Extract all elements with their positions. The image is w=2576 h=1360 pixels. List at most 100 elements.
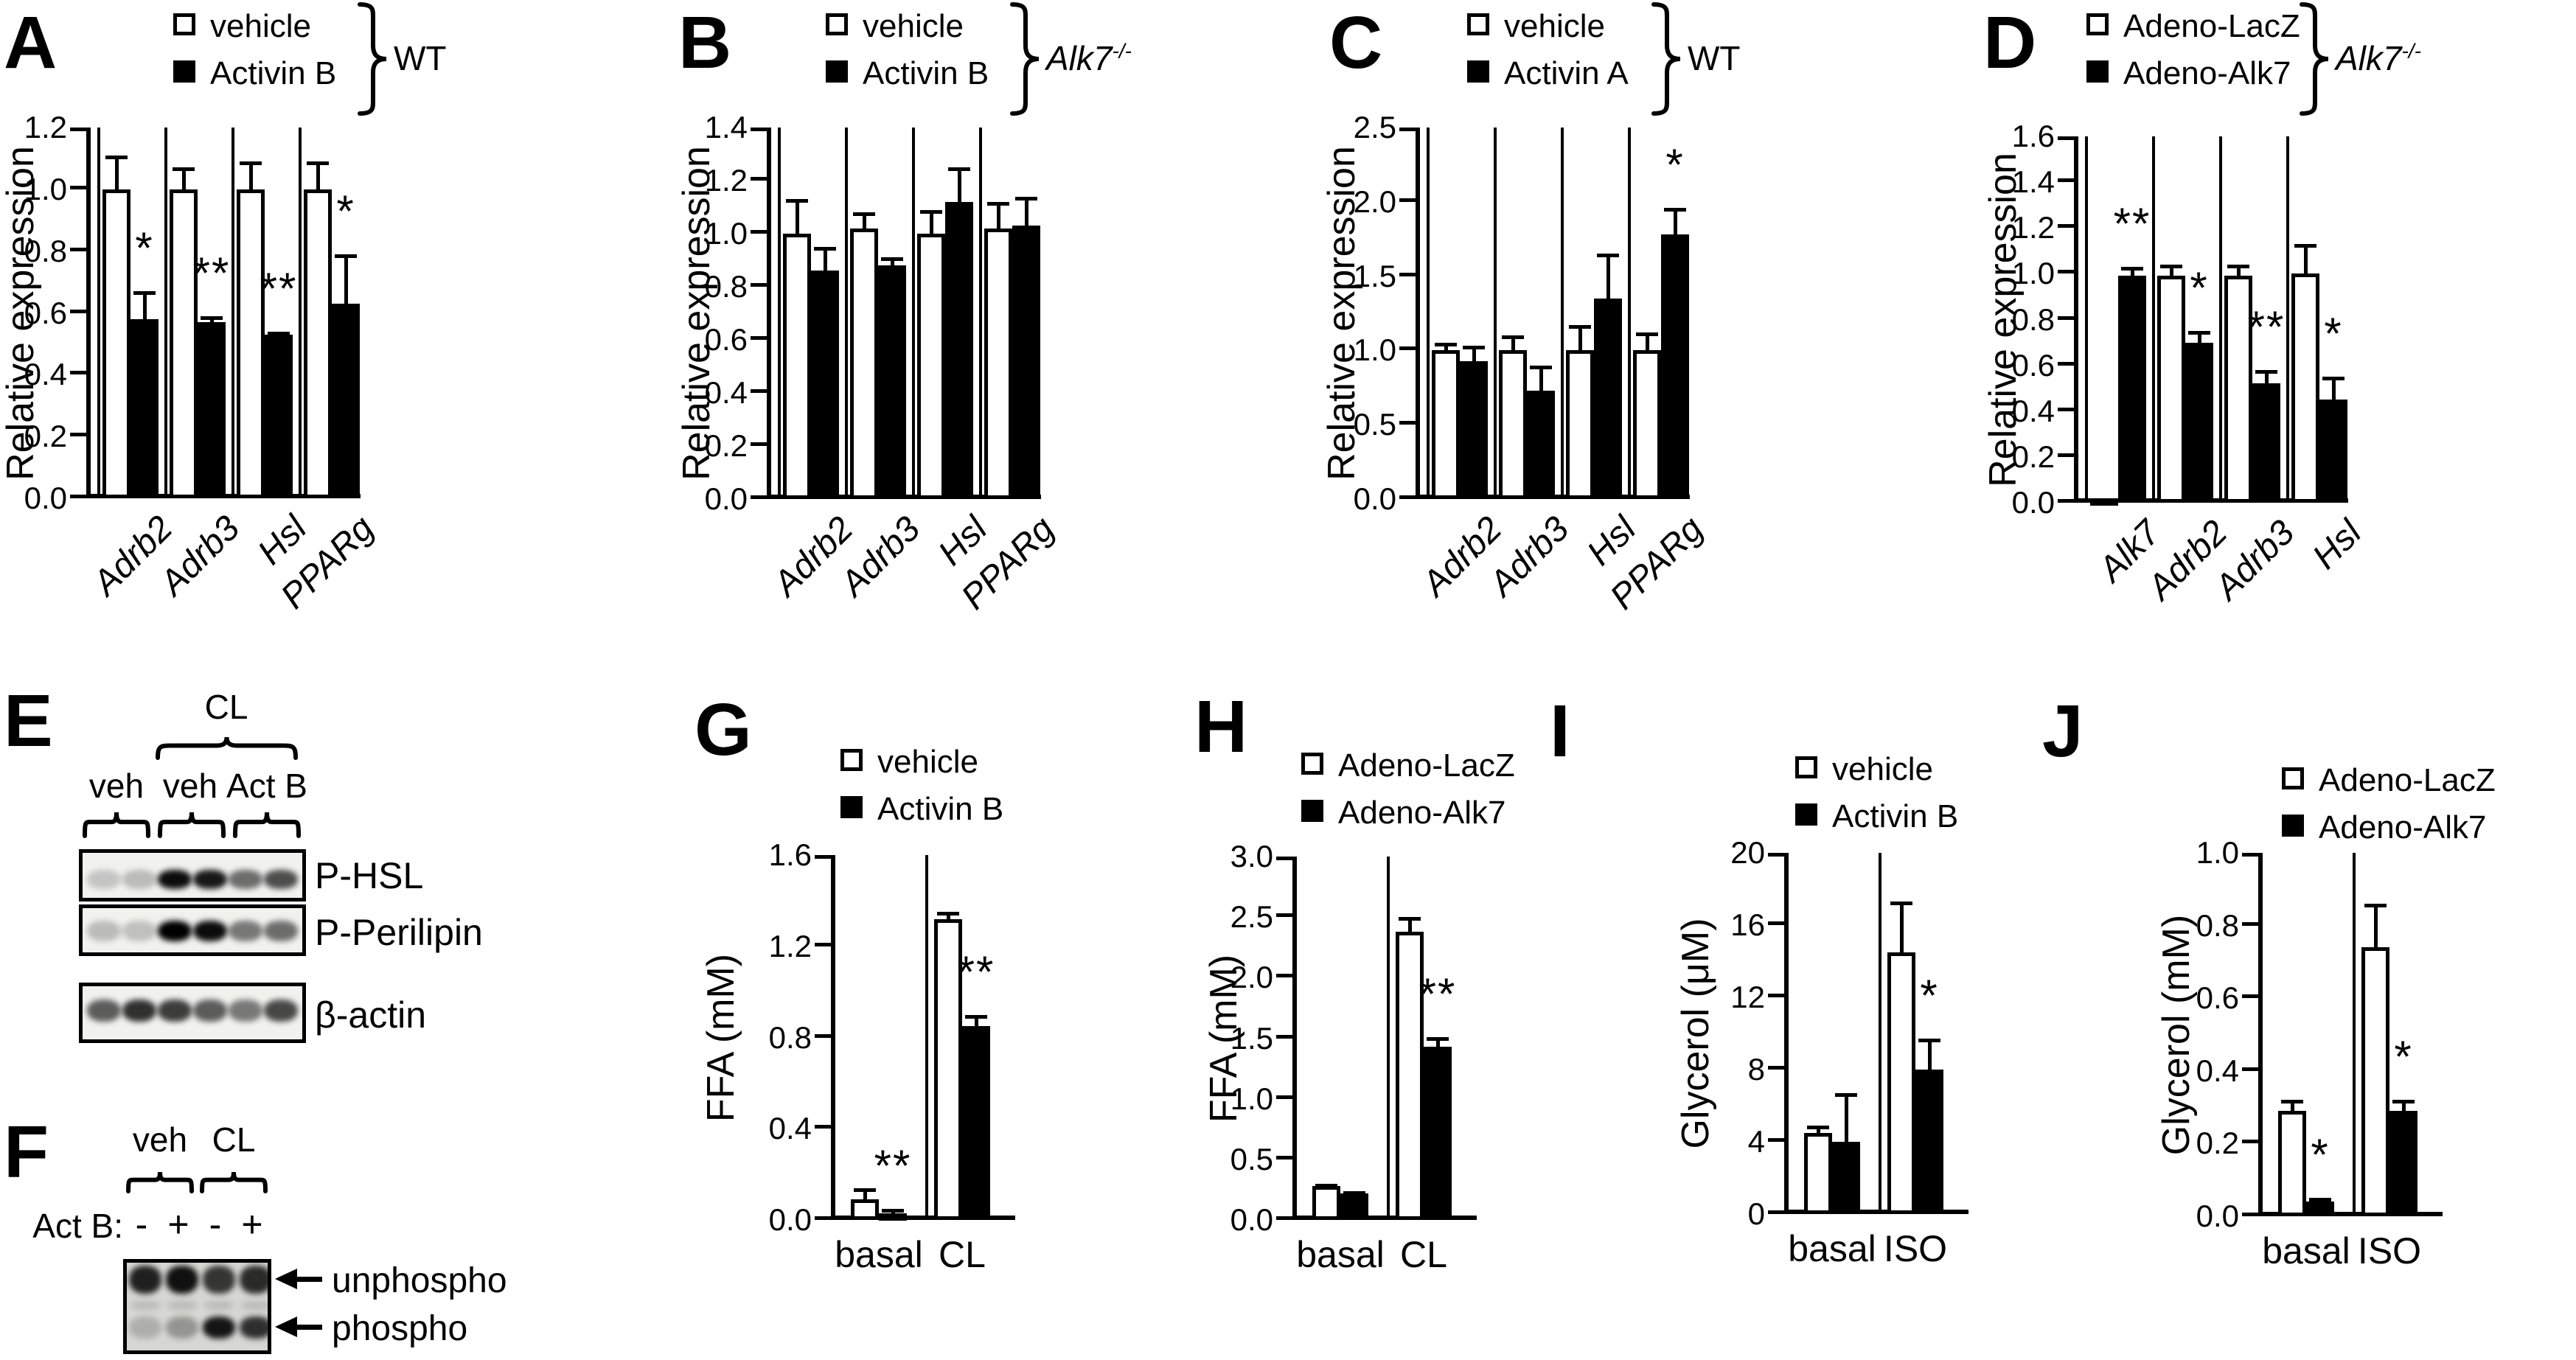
bar-Activin A	[1594, 298, 1622, 499]
bar-vehicle	[1566, 350, 1594, 499]
bar-vehicle	[783, 234, 811, 499]
chart-panel-G: 0.0 0.4 0.8 1.2 1.6 ** basal ** CL	[769, 840, 1015, 1273]
error-bar-cap	[1597, 254, 1619, 258]
bar-Activin B	[878, 265, 906, 499]
y-tick	[751, 177, 767, 181]
y-tick	[1399, 495, 1416, 499]
error-bar	[1511, 335, 1515, 351]
blot-smear	[241, 1301, 268, 1310]
y-tick-label: 20	[1730, 835, 1765, 870]
legend-brace-icon	[1010, 2, 1040, 116]
y-tick-label: 0.4	[2011, 393, 2055, 428]
legend-item-label: Activin B	[1832, 798, 1959, 834]
blot-band	[158, 870, 192, 890]
significance-marker: **	[2247, 301, 2286, 352]
error-bar-cap	[948, 167, 970, 171]
bar-vehicle	[850, 228, 878, 499]
y-tick-label: 0.8	[704, 269, 748, 304]
error-bar	[795, 199, 799, 234]
legend-brace-icon	[358, 2, 387, 116]
y-tick-label: 0.4	[2196, 1053, 2239, 1088]
bar-Adeno-LacZ	[2090, 498, 2118, 506]
legend-swatch-open	[173, 13, 195, 35]
error-bar	[862, 212, 866, 229]
y-tick-label: 1.0	[1353, 332, 1396, 368]
y-tick	[2242, 1140, 2258, 1144]
error-bar	[2130, 267, 2134, 276]
blot-band	[87, 999, 121, 1022]
significance-marker: *	[2394, 1032, 2413, 1082]
error-bar	[114, 155, 119, 189]
bar-vehicle	[1432, 350, 1460, 499]
y-tick-label: 0.5	[1353, 407, 1396, 442]
x-category-label: basal	[1788, 1228, 1876, 1269]
y-tick	[1399, 198, 1416, 202]
error-bar-cap	[2294, 243, 2316, 248]
y-tick-label: 0.8	[768, 1019, 812, 1055]
y-tick	[70, 433, 86, 437]
error-bar	[957, 167, 961, 202]
y-axis-label: FFA (mM)	[700, 953, 742, 1122]
legend-item-label: Activin B	[877, 791, 1004, 827]
bar-Adeno-LacZ	[2278, 1111, 2306, 1216]
error-bar	[1578, 325, 1582, 351]
y-tick	[751, 128, 767, 131]
blot-row-label-beta-actin: β-actin	[315, 994, 427, 1036]
y-tick	[2242, 853, 2258, 857]
error-bar	[2290, 1100, 2294, 1112]
error-bar	[1444, 343, 1448, 351]
phospho-arrow-icon	[275, 1317, 322, 1337]
significance-marker: **	[2113, 199, 2151, 249]
y-tick	[2242, 1067, 2258, 1071]
legend-swatch-open	[826, 13, 848, 35]
y-tick	[751, 336, 767, 340]
blot-band	[158, 921, 192, 942]
error-bar-cap	[2309, 1198, 2331, 1202]
blot-band	[129, 1266, 161, 1294]
y-tick-label: 1.2	[2011, 210, 2055, 245]
error-bar-cap	[1807, 1125, 1829, 1129]
panel-letter-H: H	[1194, 686, 1248, 768]
error-bar	[1539, 365, 1543, 391]
group-divider	[299, 128, 302, 498]
y-tick-label: 1.4	[704, 110, 748, 144]
significance-marker: *	[2190, 263, 2209, 313]
y-tick	[70, 309, 86, 313]
error-bar	[890, 257, 894, 266]
y-tick-label: 0.6	[2011, 347, 2055, 383]
legend-item-label: Activin B	[863, 55, 989, 91]
y-tick-label: 1.0	[2196, 835, 2239, 870]
blot-band	[87, 921, 121, 942]
error-bar-cap	[2364, 904, 2387, 908]
y-tick	[1399, 421, 1416, 425]
legend-item-label: Adeno-Alk7	[2319, 809, 2487, 845]
error-bar-cap	[1343, 1190, 1365, 1195]
y-tick-label: 0.0	[2196, 1199, 2239, 1233]
error-bar-cap	[2281, 1100, 2303, 1104]
legend-group-label: WT	[1688, 39, 1741, 77]
y-tick	[70, 128, 86, 131]
error-bar	[1645, 332, 1649, 351]
blot-band	[229, 921, 262, 942]
legend-swatch-solid	[1795, 803, 1817, 826]
chart-panel-H: 0.0 0.5 1.0 1.5 2.0 2.5 3.0 basal ** CL	[1230, 841, 1477, 1273]
y-tick-label: 0.2	[24, 419, 67, 454]
y-tick-label: 1.4	[2011, 164, 2055, 200]
y-tick-label: 2.5	[1230, 899, 1273, 935]
blot-p-perilipin	[79, 904, 306, 956]
group-divider	[778, 128, 781, 499]
blot-row-label-p-hsl: P-HSL	[315, 855, 424, 896]
y-tick-label: 2.0	[1353, 184, 1396, 219]
legend-swatch-solid	[1467, 60, 1489, 83]
y-tick	[70, 185, 86, 189]
y-tick-label: 2.0	[1230, 960, 1273, 995]
y-tick-label: 0.2	[704, 428, 748, 463]
y-tick	[1276, 1155, 1292, 1160]
group-divider	[2353, 853, 2356, 1216]
y-tick-label: 0.8	[24, 233, 67, 268]
f-veh-label: veh	[132, 1120, 188, 1159]
legend-item-label: Adeno-Alk7	[2123, 55, 2291, 91]
y-tick	[815, 1216, 831, 1220]
y-tick	[2058, 361, 2074, 366]
y-tick-label: 8	[1747, 1052, 1765, 1087]
